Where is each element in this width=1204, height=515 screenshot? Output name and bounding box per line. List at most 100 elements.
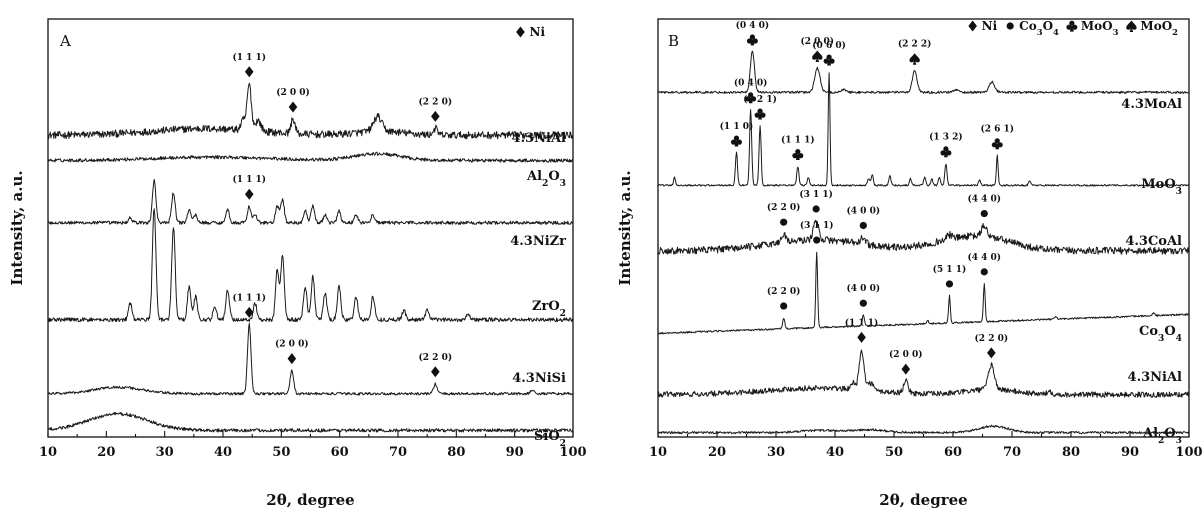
legend: Ni [516, 25, 545, 39]
hkl-label: (2 0 0) [275, 339, 309, 350]
trace-label-al2o3: Al2O3 [526, 169, 566, 189]
diamond-marker [987, 347, 996, 359]
hkl-label: (2 2 0) [767, 202, 801, 213]
club-marker [792, 149, 804, 160]
club-marker [940, 146, 952, 158]
legend-label-moo: MoO2 [1140, 19, 1178, 37]
trace-4.3nizr [47, 178, 574, 225]
trace-label-4.3nizr: 4.3NiZr [510, 234, 566, 249]
hkl-label: (1 1 1) [232, 292, 266, 303]
legend-spade-icon [1126, 20, 1137, 32]
trace-moo3 [657, 72, 1190, 187]
hkl-label: (2 2 0) [767, 286, 801, 297]
legend-circle-icon [1006, 22, 1014, 30]
panel-label: B [668, 32, 679, 50]
trace-co3o4 [657, 251, 1190, 335]
panel-label: A [59, 32, 71, 50]
trace-label-zro2: ZrO2 [532, 299, 566, 319]
x-tick-label: 60 [331, 445, 349, 460]
legend: MoO2 MoO3 Co3O4 Ni [968, 19, 1178, 37]
hkl-label: (2 0 0) [276, 87, 310, 98]
circle-marker [812, 205, 820, 213]
hkl-label: (4 4 0) [967, 194, 1001, 205]
trace-label-4.3nisi: 4.3NiSi [512, 371, 566, 386]
hkl-label: (5 1 1) [933, 264, 967, 275]
trace-label-4.3moal: 4.3MoAl [1121, 97, 1182, 112]
legend-club-icon [1066, 20, 1078, 32]
hkl-label: (4 0 0) [847, 283, 881, 294]
panel-a-chart: 10 20 30 40 50 60 70 80 90 100 2θ, degree Intensity… [8, 18, 587, 509]
x-axis-label: 2θ, degree [266, 491, 354, 509]
x-tick-label: 60 [944, 445, 962, 460]
hkl-label: (2 2 0) [975, 333, 1009, 344]
diamond-marker [857, 331, 866, 343]
trace-label-4.3coal: 4.3CoAl [1125, 234, 1182, 249]
spade-marker [909, 53, 920, 65]
legend-label-ni: Ni [529, 25, 545, 39]
club-marker [745, 92, 757, 104]
hkl-label: (2 0 0) [889, 349, 923, 360]
legend-diamond-icon [968, 20, 977, 32]
spade-marker [812, 50, 823, 62]
x-tick-label: 40 [214, 445, 232, 460]
hkl-label: (0 2 1) [743, 94, 777, 105]
trace-label-al2o3: Al2O3 [1142, 426, 1182, 446]
x-axis-label: 2θ, degree [879, 491, 967, 509]
hkl-label: (3 1 1) [799, 189, 833, 200]
x-tick-label: 70 [1003, 445, 1021, 460]
hkl-label: (4 4 0) [967, 252, 1001, 263]
trace-label-co3o4: Co3O4 [1139, 324, 1182, 344]
diamond-marker [244, 66, 254, 78]
panel-b-chart: 10 20 30 40 50 60 70 80 90 100 2θ, degree Intensity… [616, 18, 1203, 509]
club-marker [730, 135, 742, 147]
circle-marker [813, 236, 821, 244]
trace-4.3nial [657, 349, 1190, 398]
circle-marker [980, 209, 988, 218]
trace-al2o3 [47, 151, 574, 163]
hkl-label: (1 1 1) [845, 317, 879, 328]
trace-zro2 [47, 208, 573, 323]
hkl-label: (3 1 1) [800, 220, 834, 231]
trace-label-4.3nial: 4.3NiAl [1128, 370, 1183, 385]
x-tick-label: 40 [826, 445, 844, 460]
club-marker [991, 138, 1003, 150]
circle-marker [859, 221, 867, 230]
legend-label-moo: MoO3 [1081, 19, 1119, 37]
diamond-marker [288, 101, 298, 113]
diamond-marker [901, 363, 911, 375]
x-tick-label: 80 [447, 445, 465, 460]
x-tick-label: 90 [1121, 445, 1139, 460]
diamond-marker [287, 353, 297, 365]
hkl-label: (0 6 0) [812, 40, 846, 51]
trace-label-sio2: SiO2 [534, 429, 566, 449]
hkl-label: (1 3 2) [929, 132, 963, 143]
club-marker [746, 34, 758, 46]
circle-marker [780, 218, 788, 226]
x-tick-label: 50 [885, 445, 903, 460]
hkl-label: (2 2 2) [898, 39, 932, 50]
x-tick-label: 20 [708, 445, 726, 460]
x-tick-label: 30 [156, 445, 174, 460]
legend-diamond-icon [516, 26, 525, 38]
hkl-label: (2 2 0) [419, 352, 453, 363]
club-marker [823, 54, 835, 66]
trace-al2o3 [657, 424, 1190, 435]
trace-4.3nisi [47, 322, 574, 396]
x-tick-label: 30 [767, 445, 785, 460]
x-tick-label: 100 [559, 445, 586, 460]
plot-frame [47, 18, 574, 438]
y-axis-label: Intensity, a.u. [616, 170, 634, 285]
x-tick-label: 10 [649, 445, 667, 460]
x-tick-label: 10 [39, 445, 57, 460]
circle-marker [859, 299, 867, 307]
x-tick-label: 80 [1062, 445, 1080, 460]
hkl-label: (2 0 0) [801, 36, 835, 47]
hkl-label: (2 2 0) [419, 96, 453, 107]
x-tick-label: 70 [389, 445, 407, 460]
hkl-label: (0 4 0) [734, 78, 768, 89]
circle-marker [945, 280, 954, 288]
trace-label-moo3: MoO3 [1141, 177, 1182, 197]
x-tick-label: 50 [272, 445, 290, 460]
x-tick-label: 90 [506, 445, 524, 460]
